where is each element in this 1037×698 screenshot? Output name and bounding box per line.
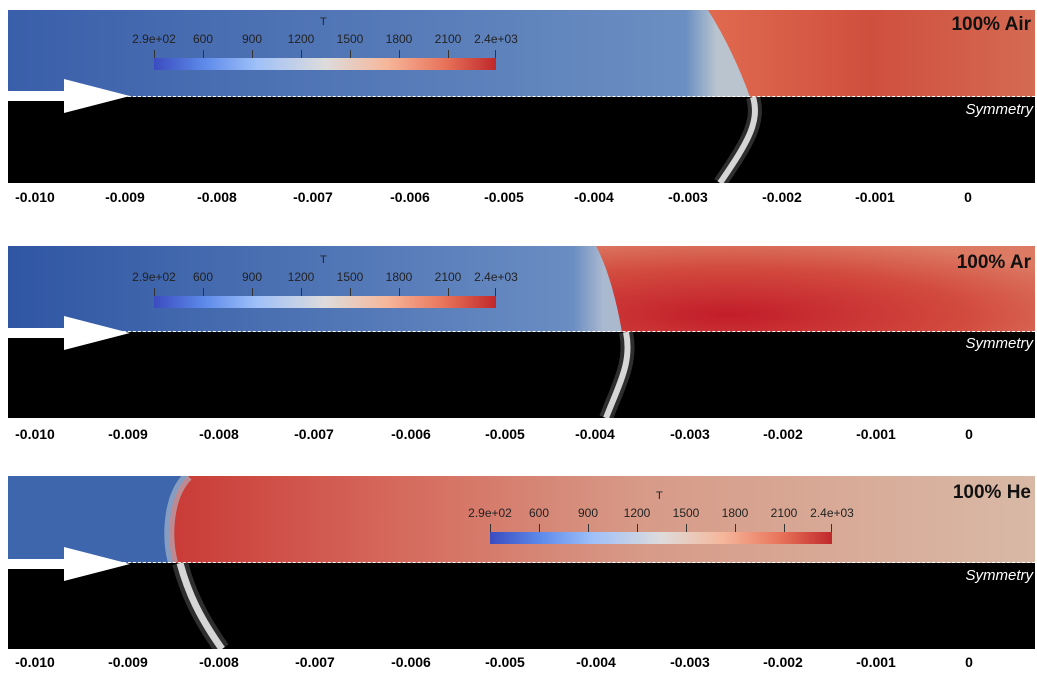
colorbar-label: 1500 (336, 32, 364, 46)
x-axis: -0.010 -0.009 -0.008 -0.007 -0.006 -0.00… (0, 654, 1037, 676)
colorbar-gradient (490, 532, 832, 544)
colorbar-label: 1800 (721, 506, 749, 520)
colorbar-label: 2100 (434, 270, 462, 284)
x-tick-label: -0.010 (15, 654, 55, 670)
colorbar-title: T (320, 16, 327, 28)
colorbar-title: T (320, 254, 327, 266)
colorbar-label: 2.9e+02 (132, 32, 176, 46)
panel-argon: 100% Ar Symmetry T 2.9e+02 600 900 1200 … (0, 236, 1037, 466)
temperature-field (8, 246, 1035, 332)
x-tick-label: -0.002 (763, 654, 803, 670)
symmetry-label: Symmetry (965, 101, 1034, 118)
x-axis: -0.010 -0.009 -0.008 -0.007 -0.006 -0.00… (0, 189, 1037, 211)
x-tick-label: -0.001 (856, 654, 896, 670)
x-tick-label: -0.006 (390, 189, 430, 205)
x-tick-label: 0 (965, 426, 973, 442)
colorbar-label: 1200 (287, 270, 315, 284)
x-tick-label: -0.004 (576, 654, 616, 670)
colorbar-label: 2100 (770, 506, 798, 520)
x-tick-label: -0.010 (15, 426, 55, 442)
panel-title: 100% Ar (956, 252, 1031, 273)
x-tick-label: -0.007 (293, 189, 333, 205)
panel-title: 100% Air (951, 14, 1031, 35)
colorbar-label: 1500 (672, 506, 700, 520)
temperature-colorbar: T 2.9e+02 600 900 1200 1500 1800 2100 2.… (128, 16, 548, 76)
colorbar-label: 2100 (434, 32, 462, 46)
x-tick-label: -0.001 (855, 189, 895, 205)
reaction-field (8, 563, 1035, 649)
colorbar-label: 600 (528, 506, 550, 520)
colorbar-label: 2.4e+03 (474, 270, 518, 284)
x-tick-label: -0.005 (485, 654, 525, 670)
colorbar-label: 900 (241, 270, 263, 284)
x-tick-label: -0.007 (294, 426, 334, 442)
symmetry-label: Symmetry (965, 335, 1034, 352)
x-tick-label: -0.009 (108, 426, 148, 442)
colorbar-label: 600 (192, 32, 214, 46)
colorbar-label: 1800 (385, 32, 413, 46)
colorbar-label: 1200 (623, 506, 651, 520)
inflow-arrow-icon (8, 79, 130, 113)
colorbar-label: 1500 (336, 270, 364, 284)
colorbar-title: T (656, 490, 663, 502)
colorbar-label: 1200 (287, 32, 315, 46)
x-tick-label: -0.005 (484, 189, 524, 205)
colorbar-label: 1800 (385, 270, 413, 284)
inflow-arrow-icon (8, 316, 130, 350)
x-tick-label: 0 (965, 654, 973, 670)
x-tick-label: -0.008 (199, 654, 239, 670)
colorbar-label: 600 (192, 270, 214, 284)
inflow-arrow-icon (8, 547, 130, 581)
x-axis: -0.010 -0.009 -0.008 -0.007 -0.006 -0.00… (0, 426, 1037, 448)
colorbar-label: 2.4e+03 (810, 506, 854, 520)
x-tick-label: -0.003 (668, 189, 708, 205)
panel-title: 100% He (952, 482, 1031, 503)
panel-helium: 100% He Symmetry T 2.9e+02 600 900 1200 … (0, 468, 1037, 698)
colorbar-label: 2.4e+03 (474, 32, 518, 46)
colorbar-gradient (154, 58, 496, 70)
reaction-field (8, 332, 1035, 418)
x-tick-label: -0.008 (197, 189, 237, 205)
x-tick-label: -0.008 (199, 426, 239, 442)
temperature-colorbar: T 2.9e+02 600 900 1200 1500 1800 2100 2.… (464, 490, 884, 550)
x-tick-label: -0.006 (391, 426, 431, 442)
colorbar-label: 2.9e+02 (132, 270, 176, 284)
x-tick-label: 0 (964, 189, 972, 205)
x-tick-label: -0.002 (762, 189, 802, 205)
x-tick-label: -0.004 (574, 189, 614, 205)
x-tick-label: -0.009 (105, 189, 145, 205)
x-tick-label: -0.001 (856, 426, 896, 442)
x-tick-label: -0.003 (670, 654, 710, 670)
reaction-field (8, 97, 1035, 183)
colorbar-gradient (154, 296, 496, 308)
colorbar-label: 2.9e+02 (468, 506, 512, 520)
colorbar-label: 900 (577, 506, 599, 520)
x-tick-label: -0.007 (295, 654, 335, 670)
x-tick-label: -0.003 (670, 426, 710, 442)
symmetry-label: Symmetry (965, 567, 1034, 584)
colorbar-label: 900 (241, 32, 263, 46)
x-tick-label: -0.004 (575, 426, 615, 442)
x-tick-label: -0.005 (485, 426, 525, 442)
temperature-field (8, 10, 1035, 97)
panel-air: 100% Air Symmetry T 2.9e+02 600 900 1200… (0, 0, 1037, 230)
x-tick-label: -0.010 (15, 189, 55, 205)
x-tick-label: -0.002 (763, 426, 803, 442)
x-tick-label: -0.006 (391, 654, 431, 670)
temperature-colorbar: T 2.9e+02 600 900 1200 1500 1800 2100 2.… (128, 254, 548, 314)
x-tick-label: -0.009 (108, 654, 148, 670)
